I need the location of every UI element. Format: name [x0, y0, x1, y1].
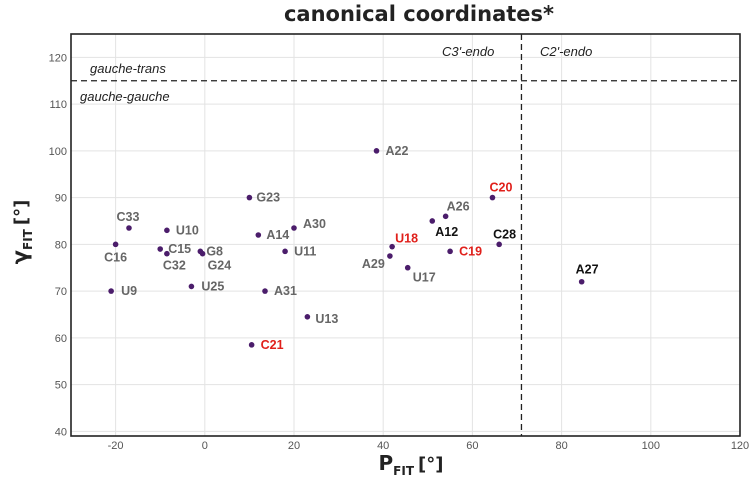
point-label-c15: C15: [168, 242, 191, 256]
point-label-a22: A22: [386, 144, 409, 158]
x-axis-label: PFIT [°]: [379, 451, 444, 478]
y-tick-label: 90: [55, 193, 67, 205]
region-dividers: [71, 34, 740, 436]
data-point-u10: [164, 227, 170, 234]
x-tick-label: 40: [377, 440, 389, 452]
point-label-c32: C32: [163, 259, 186, 273]
data-point-u9: [108, 288, 114, 294]
point-label-a31: A31: [274, 284, 297, 298]
data-point-c19: [447, 248, 453, 255]
x-tick-label: 60: [466, 440, 478, 452]
x-tick-label: 0: [202, 440, 208, 452]
y-tick-label: 60: [55, 333, 67, 345]
x-tick-label: 80: [555, 440, 567, 452]
plot-frame: [70, 33, 741, 437]
region-label-gauche-gauche: gauche-gauche: [80, 89, 170, 104]
point-label-g24: G24: [208, 259, 232, 273]
data-point-u25: [188, 283, 195, 290]
data-point-a30: [291, 225, 297, 231]
data-point-c20: [489, 194, 496, 201]
region-label-c2-endo: C2'-endo: [540, 44, 592, 59]
y-tick-label: 110: [49, 99, 67, 111]
data-point-a12: [429, 218, 436, 224]
point-label-a12: A12: [435, 225, 458, 239]
data-point-c16: [112, 241, 119, 248]
point-label-g23: G23: [256, 191, 280, 205]
data-point-a27: [578, 278, 585, 285]
chart-title: canonical coordinates*: [284, 2, 554, 26]
grid: [71, 34, 740, 436]
data-point-u18: [389, 243, 395, 250]
point-label-a26: A26: [447, 199, 470, 213]
data-point-u11: [282, 248, 288, 255]
y-tick-label: 50: [55, 380, 67, 392]
point-label-u18: U18: [395, 232, 418, 246]
point-label-a30: A30: [303, 217, 326, 231]
point-label-c20: C20: [489, 181, 512, 195]
point-label-g8: G8: [206, 244, 223, 258]
data-point-g23: [246, 194, 253, 201]
y-tick-label: 70: [55, 286, 67, 298]
y-tick-label: 100: [49, 146, 67, 158]
point-label-u17: U17: [413, 271, 436, 285]
point-label-a27: A27: [576, 263, 599, 277]
y-tick-label: 120: [49, 52, 67, 64]
data-point-a22: [373, 148, 380, 154]
point-label-u9: U9: [121, 284, 137, 298]
x-tick-label: 120: [731, 440, 749, 452]
point-label-u25: U25: [201, 279, 224, 293]
data-point-c33: [126, 225, 132, 231]
x-tick-label: 100: [642, 440, 660, 452]
region-label-gauche-trans: gauche-trans: [90, 61, 166, 76]
axis-ticks: -20 0 20 40 60 80 100 120 40 50 60 70 80 90 100 110 120: [49, 52, 750, 452]
point-label-c21: C21: [261, 338, 284, 352]
point-label-a14: A14: [266, 228, 289, 242]
y-axis-label: γFIT[°]: [8, 200, 35, 265]
data-point-c28: [496, 241, 502, 248]
point-label-c19: C19: [459, 244, 482, 258]
data-point-a26: [442, 213, 449, 220]
point-label-u13: U13: [315, 312, 338, 326]
data-point-u13: [304, 314, 311, 320]
point-label-u10: U10: [176, 223, 199, 237]
y-tick-label: 40: [55, 426, 67, 438]
point-label-c16: C16: [104, 250, 127, 264]
data-point-u17: [404, 264, 411, 271]
region-label-c3-endo: C3'-endo: [442, 44, 494, 59]
data-point-g24: [199, 250, 206, 257]
point-label-c33: C33: [117, 210, 140, 224]
data-point-c15: [157, 246, 163, 252]
data-point-a29: [387, 253, 393, 259]
point-label-a29: A29: [362, 257, 385, 271]
data-point-c21: [248, 342, 255, 348]
x-tick-label: -20: [108, 440, 124, 452]
y-tick-label: 80: [55, 239, 67, 251]
data-point-a31: [262, 288, 268, 294]
point-label-u11: U11: [294, 244, 316, 258]
point-label-c28: C28: [493, 227, 516, 241]
data-point-a14: [255, 232, 262, 238]
data-point-c32: [164, 250, 170, 257]
x-tick-label: 20: [288, 440, 300, 452]
